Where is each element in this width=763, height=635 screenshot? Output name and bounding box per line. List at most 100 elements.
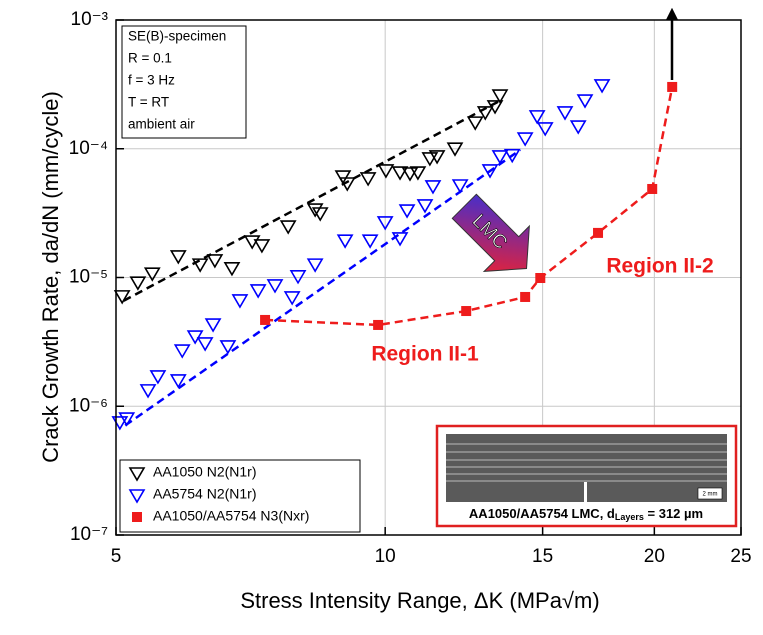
data-point — [503, 148, 521, 164]
data-point — [376, 216, 394, 231]
data-point — [306, 258, 324, 273]
data-point — [491, 89, 509, 104]
region-label: Region II-2 — [606, 255, 713, 278]
data-point — [361, 234, 379, 249]
data-point — [409, 166, 427, 181]
data-point — [647, 183, 658, 194]
data-point — [476, 106, 494, 121]
data-point — [391, 166, 409, 181]
data-point — [576, 94, 594, 109]
data-point — [306, 203, 324, 218]
data-point — [536, 122, 554, 137]
legend: AA1050 N2(N1r) AA5754 N2(N1r) AA1050/AA575… — [128, 464, 309, 524]
data-point — [424, 180, 442, 195]
data-point — [556, 106, 574, 121]
data-point — [118, 412, 136, 427]
data-point — [260, 314, 271, 325]
data-point — [186, 330, 204, 345]
data-point — [132, 512, 142, 522]
legend-label: AA1050/AA5754 N3(Nxr) — [153, 508, 309, 524]
data-point — [249, 284, 267, 299]
lmc-arrow: LMC — [451, 193, 530, 272]
data-point — [173, 344, 191, 359]
data-point — [398, 204, 416, 219]
data-point — [128, 489, 146, 504]
x-axis-label: Stress Intensity Range, ΔK (MPa√m) — [240, 588, 599, 613]
y-tick-label: 10⁻⁴ — [69, 138, 108, 159]
inset-label-rest: = 312 µm — [644, 506, 703, 521]
data-point — [279, 220, 297, 235]
data-point — [528, 110, 546, 125]
data-point — [373, 319, 384, 330]
data-point — [334, 170, 352, 185]
condition-text: T = RT — [128, 95, 169, 110]
condition-text: ambient air — [128, 117, 195, 132]
region-label: Region II-1 — [371, 343, 479, 366]
conditions: SE(B)-specimen R = 0.1 f = 3 Hz T = RT ambie… — [128, 29, 226, 132]
inset-label: AA1050/AA5754 LMC, dLayers = 312 µm — [469, 506, 703, 522]
plot-frame — [115, 19, 742, 536]
data-point — [143, 267, 161, 282]
data-point — [149, 370, 167, 385]
legend-label: AA1050 N2(N1r) — [153, 464, 257, 480]
data-point — [169, 374, 187, 389]
y-tick-label: 10⁻³ — [71, 9, 109, 30]
data-point — [196, 337, 214, 352]
y-axis-label: Crack Growth Rate, da/dN (mm/cycle) — [38, 91, 63, 463]
data-point — [223, 261, 241, 277]
data-point — [377, 164, 395, 179]
data-point — [336, 234, 354, 249]
data-point — [461, 306, 472, 317]
y-tick-label: 10⁻⁷ — [70, 524, 108, 545]
data-point — [243, 235, 261, 250]
data-point — [428, 150, 446, 165]
y-tick-label: 10⁻⁵ — [69, 267, 108, 288]
condition-text: R = 0.1 — [128, 51, 172, 66]
data-point — [535, 273, 546, 284]
condition-text: f = 3 Hz — [128, 73, 175, 88]
data-point — [266, 279, 284, 294]
connector-line — [265, 86, 674, 327]
data-point — [520, 291, 531, 302]
data-point — [338, 177, 356, 192]
x-tick-label: 25 — [730, 546, 751, 567]
data-point — [128, 467, 146, 482]
data-point — [391, 232, 409, 247]
data-point — [231, 294, 249, 309]
data-point — [491, 150, 509, 165]
data-point — [401, 167, 419, 182]
fit-line — [123, 98, 503, 302]
data-point — [516, 132, 534, 147]
data-point — [466, 116, 484, 131]
data-point — [129, 276, 147, 291]
data-point — [486, 100, 504, 115]
scale-bar-label: 2 mm — [703, 492, 718, 498]
data-point — [359, 172, 377, 187]
conditions-box — [121, 25, 247, 139]
x-tick-label: 15 — [532, 546, 553, 567]
data-point — [169, 250, 187, 265]
data-point — [481, 164, 499, 179]
data-point — [446, 142, 464, 157]
data-point — [421, 152, 439, 167]
data-point — [191, 258, 209, 273]
data-point — [219, 340, 237, 355]
inset: 2 mm AA1050/AA5754 LMC, dLayers = 312 µm — [435, 424, 738, 528]
y-tick-label: 10⁻⁶ — [69, 395, 108, 416]
condition-text: SE(B)-specimen — [128, 29, 226, 44]
data-point — [593, 79, 611, 94]
data-point — [283, 291, 301, 306]
data-point — [204, 318, 222, 333]
x-tick-label: 20 — [644, 546, 665, 567]
data-point — [451, 179, 469, 194]
data-point — [139, 384, 157, 399]
data-point — [416, 199, 434, 214]
data-point — [253, 239, 271, 254]
inset-label-main: AA1050/AA5754 LMC, d — [469, 506, 615, 521]
x-tick-label: 5 — [111, 546, 122, 567]
fit-line — [124, 148, 521, 427]
data-point — [593, 227, 604, 238]
data-point — [113, 290, 131, 305]
legend-label: AA5754 N2(N1r) — [153, 486, 257, 502]
